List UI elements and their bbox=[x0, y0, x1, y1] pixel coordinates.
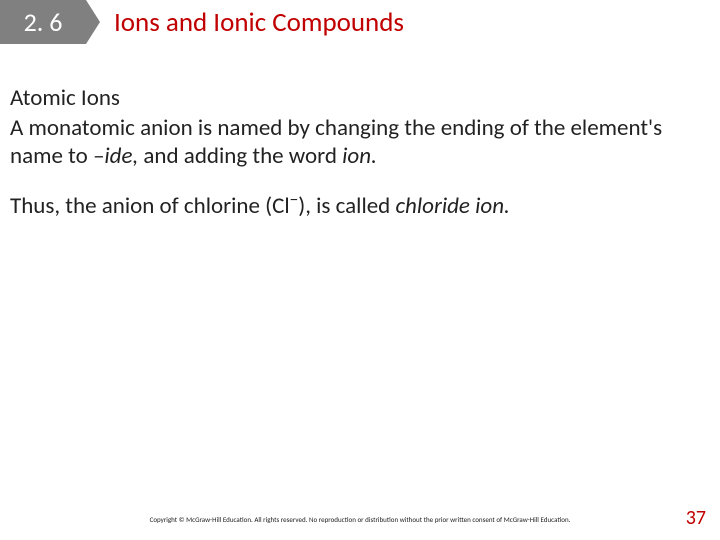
p2-text-2: ), is called bbox=[298, 192, 395, 220]
p2-italic-1: chloride ion. bbox=[395, 192, 509, 220]
p1-text-2: and adding the word bbox=[138, 142, 342, 170]
section-number-box: 2. 6 bbox=[0, 0, 86, 44]
p1-italic-2: ion. bbox=[342, 142, 377, 170]
subheading: Atomic Ions bbox=[10, 84, 706, 112]
slide-header: 2. 6 Ions and Ionic Compounds bbox=[0, 0, 720, 44]
section-number-notch-icon bbox=[86, 0, 100, 44]
p2-superscript: − bbox=[290, 189, 299, 210]
slide-title: Ions and Ionic Compounds bbox=[100, 0, 404, 44]
paragraph-2: Thus, the anion of chlorine (Cl−), is ca… bbox=[10, 192, 706, 220]
section-number: 2. 6 bbox=[24, 6, 63, 38]
page-number: 37 bbox=[686, 506, 706, 530]
copyright-text: Copyright © McGraw-Hill Education. All r… bbox=[0, 515, 720, 524]
paragraph-1: A monatomic anion is named by changing t… bbox=[10, 114, 706, 170]
slide-body: Atomic Ions A monatomic anion is named b… bbox=[0, 84, 720, 220]
slide: 2. 6 Ions and Ionic Compounds Atomic Ion… bbox=[0, 0, 720, 540]
p2-text-1: Thus, the anion of chlorine (Cl bbox=[10, 192, 290, 220]
p1-italic-1: –ide, bbox=[93, 142, 138, 170]
